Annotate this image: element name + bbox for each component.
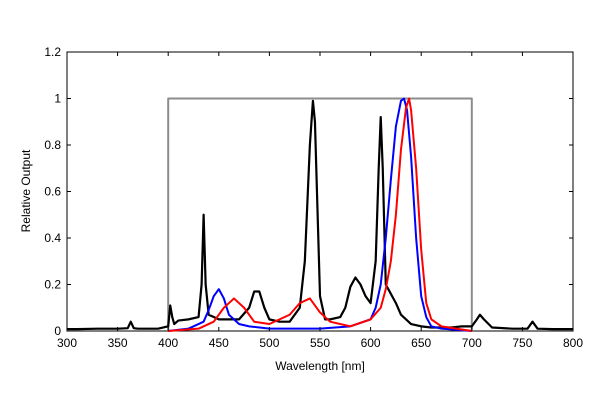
axis-layer: 300 350 400 450 500 550 600 650 700 750 800 0 0.2 0.4… — [44, 45, 583, 350]
y-tick-label: 0.4 — [44, 231, 61, 245]
x-tick-label: 550 — [310, 336, 330, 350]
y-axis-label: Relative Output — [19, 149, 33, 232]
x-tick-label: 650 — [411, 336, 431, 350]
series-layer — [67, 97, 573, 332]
x-tick-label: 500 — [259, 336, 279, 350]
reference-box-series — [167, 97, 473, 331]
x-axis-label: Wavelength [nm] — [275, 359, 365, 373]
y-tick-label: 0.6 — [44, 185, 61, 199]
y-tick-label: 0.8 — [44, 138, 61, 152]
x-tick-label: 800 — [563, 336, 583, 350]
x-tick-label: 450 — [209, 336, 229, 350]
x-tick-label: 400 — [158, 336, 178, 350]
y-tick-label: 1.2 — [44, 45, 61, 59]
y-tick-label: 0.2 — [44, 278, 61, 292]
blue-spectrum-series — [168, 97, 472, 332]
x-tick-label: 600 — [361, 336, 381, 350]
y-tick-label: 1 — [54, 92, 61, 106]
x-tick-label: 300 — [57, 336, 77, 350]
x-tick-label: 700 — [462, 336, 482, 350]
red-spectrum-series — [168, 97, 472, 332]
y-tick-label: 0 — [54, 324, 61, 338]
x-tick-label: 350 — [108, 336, 128, 350]
x-tick-label: 750 — [512, 336, 532, 350]
